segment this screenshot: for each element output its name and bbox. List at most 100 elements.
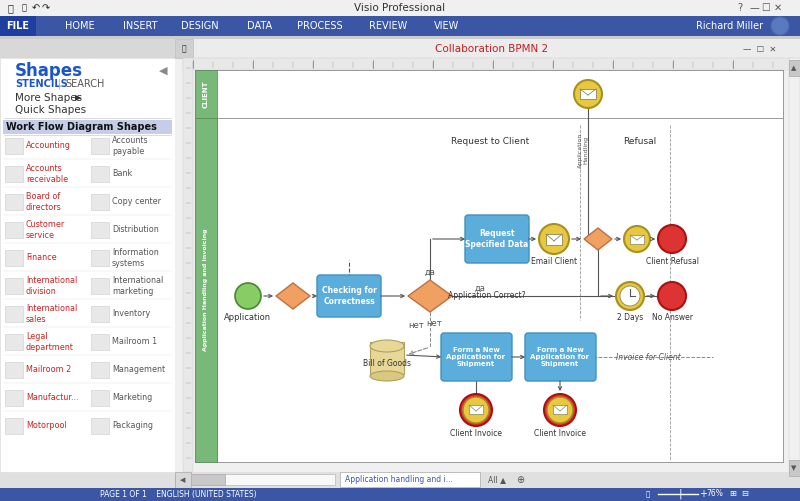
Bar bbox=[0, 472, 800, 488]
Text: нет: нет bbox=[426, 319, 442, 328]
Bar bbox=[91, 390, 109, 406]
Text: All ▲: All ▲ bbox=[488, 475, 506, 484]
Bar bbox=[789, 58, 800, 472]
Bar bbox=[91, 166, 109, 182]
Text: DATA: DATA bbox=[247, 21, 273, 31]
Bar bbox=[175, 39, 193, 58]
Text: Motorpool: Motorpool bbox=[26, 421, 66, 430]
Bar bbox=[175, 474, 335, 485]
Polygon shape bbox=[276, 283, 310, 309]
Text: DESIGN: DESIGN bbox=[181, 21, 219, 31]
Bar bbox=[5, 166, 23, 182]
Polygon shape bbox=[584, 228, 612, 250]
Text: ◀: ◀ bbox=[180, 477, 186, 483]
Bar bbox=[320, 278, 378, 314]
Bar bbox=[195, 118, 217, 462]
Bar bbox=[5, 306, 23, 322]
Text: Email Client: Email Client bbox=[531, 257, 577, 266]
Bar bbox=[5, 418, 23, 434]
FancyBboxPatch shape bbox=[465, 215, 529, 263]
Bar bbox=[370, 342, 404, 374]
Text: Work Flow Diagram Shapes: Work Flow Diagram Shapes bbox=[6, 122, 157, 132]
Text: STENCILS: STENCILS bbox=[15, 79, 68, 89]
Bar bbox=[91, 418, 109, 434]
Text: ▶: ▶ bbox=[75, 94, 82, 103]
Text: ✕: ✕ bbox=[774, 3, 782, 13]
Text: Inventory: Inventory bbox=[112, 310, 150, 319]
Text: ⊕: ⊕ bbox=[516, 475, 524, 485]
Bar bbox=[91, 334, 109, 350]
Text: Application handling and i...: Application handling and i... bbox=[345, 475, 453, 484]
Text: CLIENT: CLIENT bbox=[203, 80, 209, 108]
Text: INSERT: INSERT bbox=[122, 21, 158, 31]
Text: 🔲: 🔲 bbox=[646, 490, 650, 497]
Bar bbox=[195, 70, 783, 462]
FancyBboxPatch shape bbox=[317, 275, 381, 317]
Text: FILE: FILE bbox=[6, 21, 30, 31]
Text: Invoice for Client: Invoice for Client bbox=[616, 353, 680, 362]
Text: HOME: HOME bbox=[65, 21, 95, 31]
Text: Marketing: Marketing bbox=[112, 393, 152, 402]
Bar bbox=[175, 472, 800, 488]
Text: Form a New
Application for
Shipment: Form a New Application for Shipment bbox=[530, 347, 590, 367]
Text: International
marketing: International marketing bbox=[112, 276, 163, 296]
Circle shape bbox=[658, 282, 686, 310]
Bar bbox=[91, 306, 109, 322]
Text: Collaboration BPMN 2: Collaboration BPMN 2 bbox=[435, 44, 549, 54]
Text: Board of
directors: Board of directors bbox=[26, 192, 62, 212]
Text: Visio Professional: Visio Professional bbox=[354, 3, 446, 13]
Bar bbox=[0, 16, 800, 36]
Bar bbox=[91, 138, 109, 154]
Text: Client Invoice: Client Invoice bbox=[450, 429, 502, 438]
Text: Bill of Goods: Bill of Goods bbox=[363, 359, 411, 368]
Text: да: да bbox=[425, 268, 435, 277]
Text: ☐: ☐ bbox=[762, 3, 770, 13]
Text: Richard Miller: Richard Miller bbox=[697, 21, 763, 31]
Bar bbox=[546, 234, 562, 245]
Text: Distribution: Distribution bbox=[112, 225, 158, 234]
Text: ▼: ▼ bbox=[791, 465, 797, 471]
Bar bbox=[217, 118, 783, 462]
Text: |: | bbox=[58, 79, 62, 89]
Text: Application: Application bbox=[225, 314, 271, 323]
FancyBboxPatch shape bbox=[525, 333, 596, 381]
Circle shape bbox=[463, 397, 489, 423]
Text: Checking for
Correctness: Checking for Correctness bbox=[322, 286, 377, 306]
Text: Client Refusal: Client Refusal bbox=[646, 257, 698, 266]
Text: Customer
service: Customer service bbox=[26, 220, 66, 239]
Text: Management: Management bbox=[112, 366, 165, 375]
Bar bbox=[5, 138, 23, 154]
Text: Refusal: Refusal bbox=[623, 137, 657, 146]
Text: International
sales: International sales bbox=[26, 304, 78, 324]
Text: Application Correct?: Application Correct? bbox=[448, 292, 526, 301]
Text: Mailroom 1: Mailroom 1 bbox=[112, 338, 157, 347]
Bar bbox=[91, 362, 109, 378]
Circle shape bbox=[771, 17, 789, 35]
Bar bbox=[789, 60, 800, 76]
Ellipse shape bbox=[370, 371, 404, 381]
Text: Accounts
receivable: Accounts receivable bbox=[26, 164, 68, 184]
Bar bbox=[5, 390, 23, 406]
Text: Finance: Finance bbox=[26, 254, 57, 263]
Text: ⊞: ⊞ bbox=[730, 489, 737, 498]
Bar bbox=[175, 39, 800, 58]
Text: Quick Shapes: Quick Shapes bbox=[15, 105, 86, 115]
Bar bbox=[5, 194, 23, 210]
Bar bbox=[553, 405, 567, 414]
Bar bbox=[175, 474, 225, 485]
Text: ▲: ▲ bbox=[791, 65, 797, 71]
Text: 76%: 76% bbox=[706, 489, 723, 498]
Text: ↷: ↷ bbox=[42, 3, 50, 13]
Text: ↶: ↶ bbox=[32, 3, 40, 13]
Text: Shapes: Shapes bbox=[15, 62, 83, 80]
Text: —  ☐  ✕: — ☐ ✕ bbox=[743, 45, 777, 54]
Circle shape bbox=[574, 80, 602, 108]
Bar bbox=[5, 278, 23, 294]
Text: 📊: 📊 bbox=[182, 45, 186, 54]
Text: PROCESS: PROCESS bbox=[297, 21, 343, 31]
Circle shape bbox=[460, 394, 492, 426]
Bar bbox=[175, 58, 800, 472]
Bar bbox=[195, 70, 217, 118]
Text: 💾: 💾 bbox=[22, 4, 26, 13]
Text: |: | bbox=[678, 489, 682, 499]
